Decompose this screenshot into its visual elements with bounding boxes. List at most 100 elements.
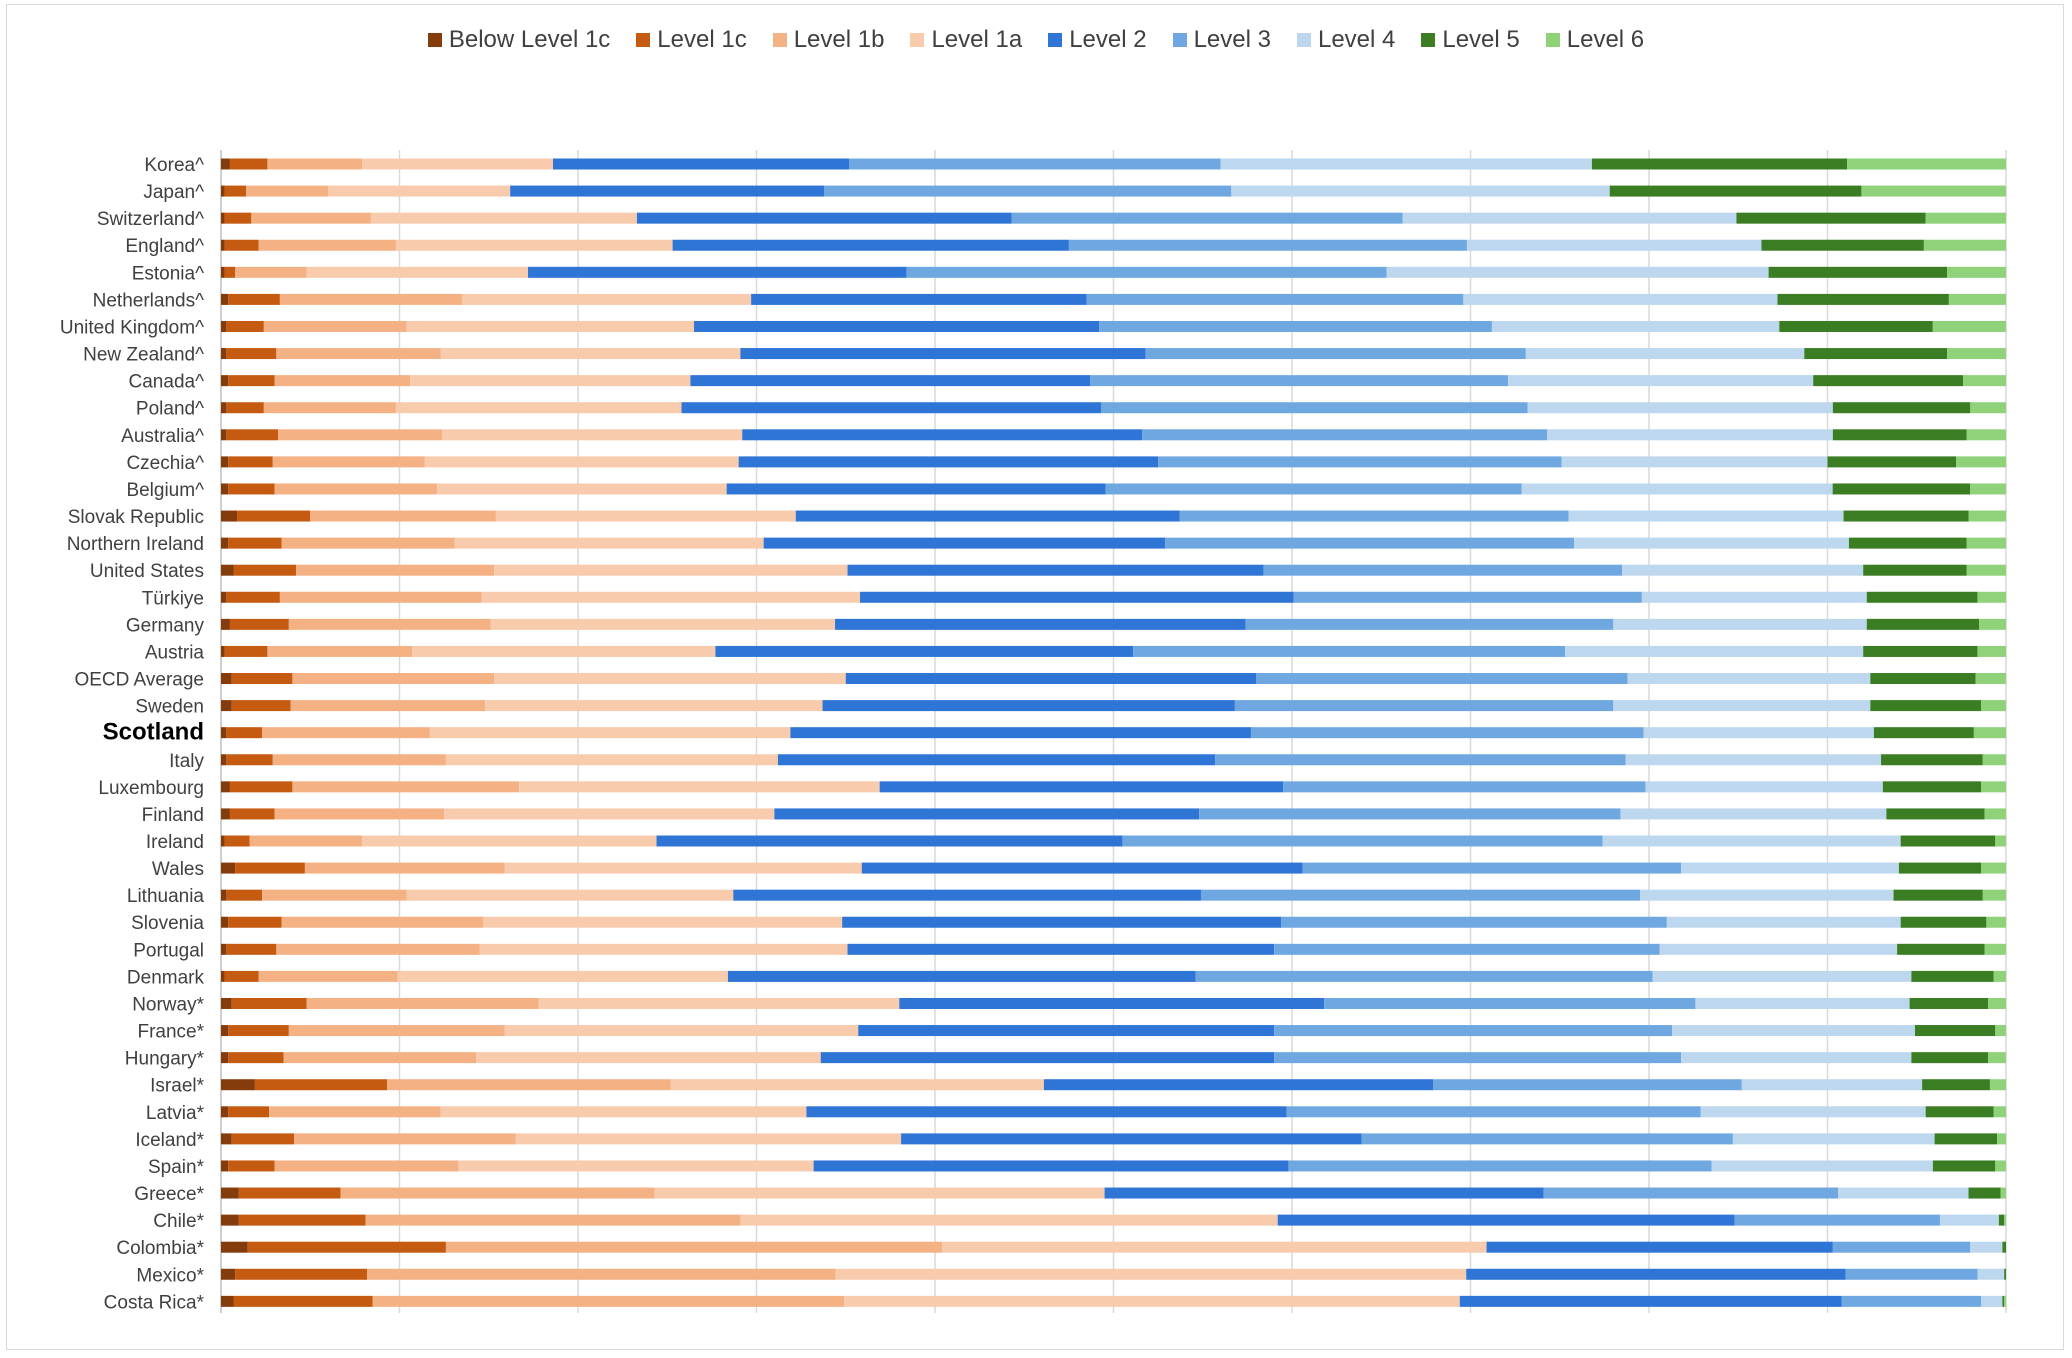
bar-segment-norway-level-2 xyxy=(899,997,1325,1009)
bar-segment-costa-rica-level-2 xyxy=(1459,1295,1842,1307)
bar-segment-t-rkiye-level-5 xyxy=(1866,591,1978,603)
category-label-australia: Australia^ xyxy=(121,426,204,447)
bar-segment-scotland-level-6 xyxy=(1973,727,2006,739)
bar-segment-austria-level-5 xyxy=(1863,645,1978,657)
bar-segment-luxembourg-level-6 xyxy=(1981,781,2006,793)
bar-segment-norway-below-level-1c xyxy=(221,997,232,1009)
bar-segment-wales-level-1b xyxy=(304,862,505,874)
bar-segment-finland-level-5 xyxy=(1886,808,1985,820)
bar-segment-israel-level-3 xyxy=(1433,1079,1742,1091)
bar-segment-germany-level-6 xyxy=(1979,618,2006,630)
bar-segment-belgium-level-1c xyxy=(228,483,275,495)
bar-segment-latvia-level-2 xyxy=(806,1106,1287,1118)
bar-segment-iceland-level-1c xyxy=(231,1133,295,1145)
bar-segment-switzerland-level-5 xyxy=(1736,212,1926,224)
bar-segment-estonia-level-1b xyxy=(235,266,307,278)
bar-segment-united-kingdom-level-1b xyxy=(263,320,407,332)
bar-segment-mexico-level-1a xyxy=(835,1268,1467,1280)
bar-segment-mexico-level-5 xyxy=(2004,1268,2006,1280)
bar-segment-switzerland-below-level-1c xyxy=(221,212,225,224)
bar-segment-czechia-level-2 xyxy=(738,456,1159,468)
bar-segment-costa-rica-level-1b xyxy=(372,1295,844,1307)
bar-segment-ireland-level-6 xyxy=(1995,835,2006,847)
bar-segment-costa-rica-level-5 xyxy=(2002,1295,2005,1307)
bar-segment-sweden-level-3 xyxy=(1234,700,1614,712)
bar-segment-england-level-1c xyxy=(224,239,259,251)
legend-swatch xyxy=(1296,33,1311,47)
bar-segment-poland-level-1c xyxy=(226,402,264,414)
bar-segment-netherlands-level-4 xyxy=(1463,293,1778,305)
category-label-germany: Germany xyxy=(126,615,205,636)
bar-segment-slovak-republic-level-1c xyxy=(237,510,311,522)
bar-segment-united-kingdom-level-1a xyxy=(406,320,695,332)
bar-segment-germany-below-level-1c xyxy=(221,618,230,630)
bar-segment-slovenia-level-6 xyxy=(1986,916,2006,928)
legend-item-below-level-1c: Below Level 1c xyxy=(427,26,610,54)
bar-segment-wales-below-level-1c xyxy=(221,862,236,874)
legend-swatch xyxy=(636,33,651,47)
bar-segment-portugal-level-4 xyxy=(1659,943,1898,955)
bar-segment-chile-level-5 xyxy=(1998,1214,2005,1226)
legend-item-level-3: Level 3 xyxy=(1172,26,1271,54)
bar-segment-costa-rica-level-3 xyxy=(1841,1295,1982,1307)
bar-segment-belgium-level-6 xyxy=(1970,483,2006,495)
bar-segment-spain-level-2 xyxy=(813,1160,1289,1172)
category-label-luxembourg: Luxembourg xyxy=(98,778,204,799)
bar-segment-lithuania-level-3 xyxy=(1200,889,1641,901)
bar-segment-israel-level-1b xyxy=(387,1079,671,1091)
bar-segment-new-zealand-level-1a xyxy=(440,348,741,360)
category-label-israel: Israel* xyxy=(150,1076,204,1097)
bar-segment-greece-level-6 xyxy=(2000,1187,2006,1199)
bar-segment-mexico-level-1b xyxy=(367,1268,836,1280)
bar-segment-belgium-level-1b xyxy=(274,483,438,495)
bar-segment-canada-level-4 xyxy=(1507,375,1814,387)
bar-segment-hungary-level-5 xyxy=(1911,1052,1989,1064)
bar-segment-latvia-level-1b xyxy=(269,1106,441,1118)
bar-segment-netherlands-level-6 xyxy=(1948,293,2006,305)
bar-segment-slovenia-below-level-1c xyxy=(221,916,229,928)
bar-segment-switzerland-level-1b xyxy=(251,212,371,224)
bar-segment-switzerland-level-1c xyxy=(224,212,252,224)
legend-label: Level 4 xyxy=(1317,26,1396,53)
bar-segment-spain-level-6 xyxy=(1995,1160,2006,1172)
bar-segment-japan-level-1c xyxy=(224,185,246,197)
bar-segment-slovak-republic-level-3 xyxy=(1179,510,1569,522)
bar-segment-northern-ireland-level-6 xyxy=(1966,537,2006,549)
bar-segment-belgium-level-3 xyxy=(1105,483,1522,495)
bar-segment-switzerland-level-4 xyxy=(1402,212,1737,224)
bar-segment-korea-level-1a xyxy=(362,158,554,170)
bar-segment-united-states-level-1a xyxy=(494,564,848,576)
bar-segment-austria-level-1c xyxy=(224,645,268,657)
bar-segment-estonia-below-level-1c xyxy=(221,266,225,278)
bar-segment-korea-below-level-1c xyxy=(221,158,230,170)
bar-segment-oecd-average-level-6 xyxy=(1975,673,2007,685)
legend-label: Level 3 xyxy=(1193,26,1271,53)
bar-segment-italy-level-1a xyxy=(445,754,778,766)
bar-segment-england-level-1b xyxy=(258,239,396,251)
legend-item-level-4: Level 4 xyxy=(1296,26,1396,54)
bar-segment-portugal-below-level-1c xyxy=(221,943,227,955)
bar-segment-korea-level-3 xyxy=(849,158,1221,170)
category-label-united-kingdom: United Kingdom^ xyxy=(60,317,204,338)
bar-segment-t-rkiye-level-2 xyxy=(860,591,1294,603)
category-labels: Korea^ Japan^ Switzerland^ England^ Estonia^… xyxy=(60,155,205,1313)
bar-segment-slovenia-level-3 xyxy=(1281,916,1667,928)
bar-segment-estonia-level-6 xyxy=(1947,266,2007,278)
bar-segment-new-zealand-level-5 xyxy=(1804,348,1948,360)
bar-segment-estonia-level-2 xyxy=(528,266,907,278)
bar-segment-austria-level-1b xyxy=(267,645,412,657)
category-label-slovak-republic: Slovak Republic xyxy=(68,507,204,528)
bar-segment-finland-level-1c xyxy=(229,808,275,820)
bar-segment-poland-level-3 xyxy=(1101,402,1528,414)
bar-segment-northern-ireland-level-2 xyxy=(763,537,1166,549)
bar-segment-poland-level-4 xyxy=(1527,402,1833,414)
bar-segment-costa-rica-level-1c xyxy=(233,1295,373,1307)
bar-segment-wales-level-6 xyxy=(1981,862,2006,874)
bar-segment-luxembourg-level-1c xyxy=(229,781,293,793)
bar-segment-england-level-2 xyxy=(672,239,1069,251)
bar-segment-colombia-level-2 xyxy=(1486,1241,1833,1253)
bar-segment-denmark-level-3 xyxy=(1195,970,1653,982)
legend-item-level-2: Level 2 xyxy=(1048,26,1147,54)
bar-segment-poland-below-level-1c xyxy=(221,402,227,414)
bar-segment-ireland-below-level-1c xyxy=(221,835,225,847)
